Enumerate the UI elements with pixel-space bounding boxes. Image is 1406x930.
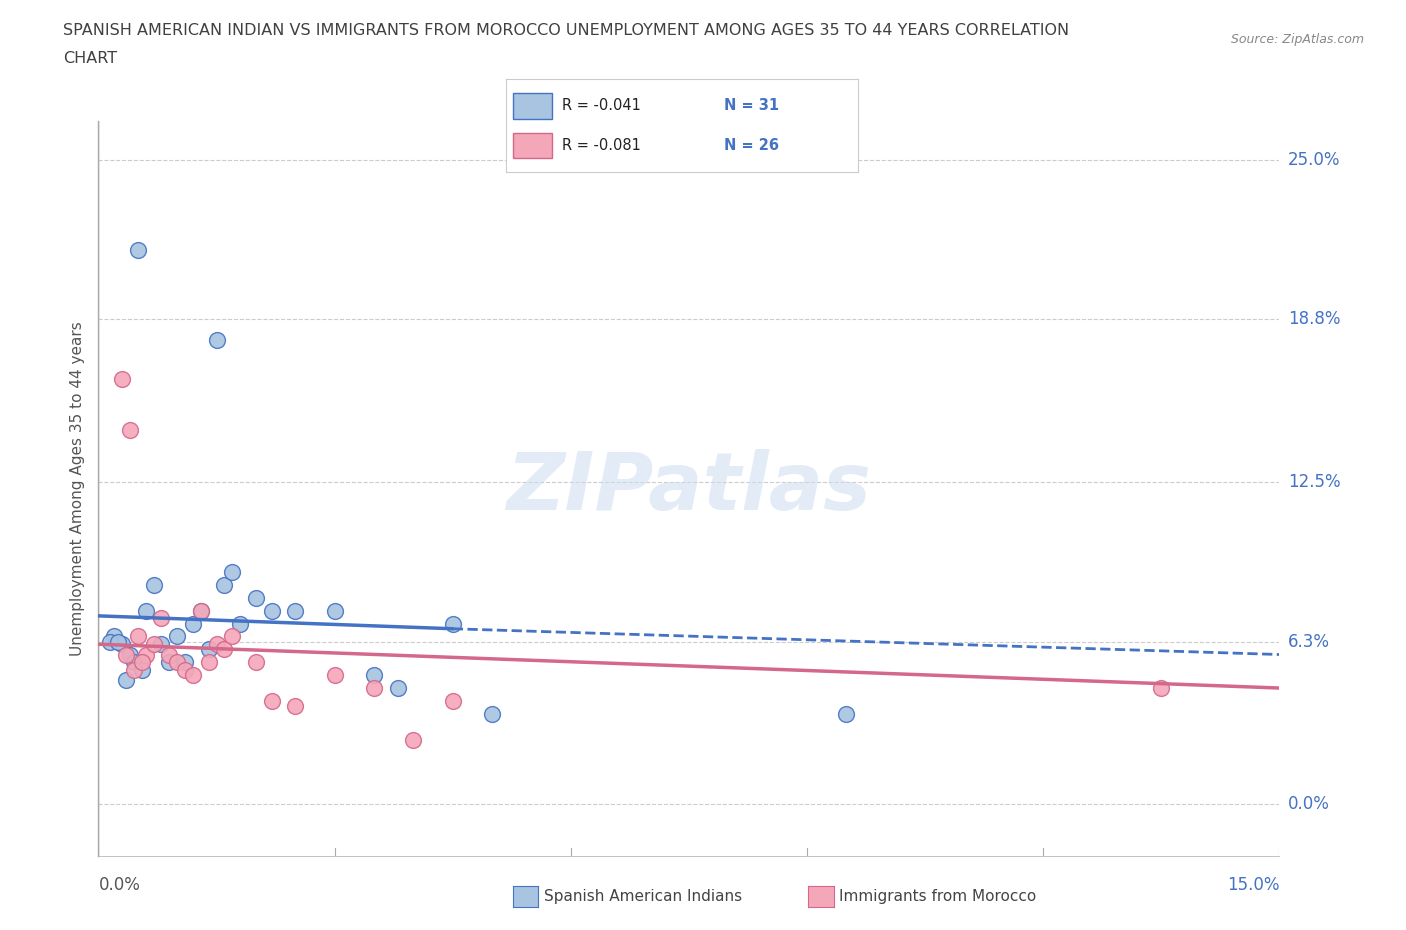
Text: 15.0%: 15.0%	[1227, 876, 1279, 895]
Text: R = -0.081: R = -0.081	[562, 138, 641, 153]
Point	[122, 655, 145, 670]
Point	[284, 698, 307, 713]
Point	[127, 243, 149, 258]
Point	[174, 662, 197, 677]
Bar	[513, 133, 551, 158]
Text: SPANISH AMERICAN INDIAN VS IMMIGRANTS FROM MOROCCO UNEMPLOYMENT AMONG AGES 35 TO: SPANISH AMERICAN INDIAN VS IMMIGRANTS FR…	[63, 23, 1070, 38]
Point	[174, 655, 197, 670]
Point	[115, 673, 138, 688]
Point	[115, 647, 138, 662]
Point	[103, 629, 125, 644]
Point	[150, 611, 173, 626]
Point	[197, 655, 219, 670]
Text: N = 31: N = 31	[724, 99, 779, 113]
Point	[387, 681, 409, 696]
Text: 0.0%: 0.0%	[1288, 795, 1330, 813]
Point	[229, 617, 252, 631]
Point	[142, 637, 165, 652]
Point	[221, 629, 243, 644]
Y-axis label: Unemployment Among Ages 35 to 44 years: Unemployment Among Ages 35 to 44 years	[69, 321, 84, 656]
Point	[127, 629, 149, 644]
Point	[118, 423, 141, 438]
Point	[441, 617, 464, 631]
Point	[245, 591, 267, 605]
Point	[260, 604, 283, 618]
Point	[245, 655, 267, 670]
Point	[111, 371, 134, 386]
Point	[221, 565, 243, 579]
Point	[323, 604, 346, 618]
Text: N = 26: N = 26	[724, 138, 779, 153]
Point	[131, 662, 153, 677]
Point	[131, 655, 153, 670]
Point	[214, 578, 236, 592]
Point	[190, 604, 212, 618]
Point	[323, 668, 346, 683]
Point	[181, 617, 204, 631]
Text: 18.8%: 18.8%	[1288, 311, 1340, 328]
Point	[260, 694, 283, 709]
Point	[205, 333, 228, 348]
Text: CHART: CHART	[63, 51, 117, 66]
Point	[402, 732, 425, 747]
Text: 12.5%: 12.5%	[1288, 472, 1340, 491]
Point	[107, 634, 129, 649]
Point	[122, 662, 145, 677]
Point	[166, 655, 188, 670]
Point	[98, 634, 121, 649]
Point	[284, 604, 307, 618]
Point	[166, 629, 188, 644]
Point	[205, 637, 228, 652]
Point	[197, 642, 219, 657]
Text: Spanish American Indians: Spanish American Indians	[544, 889, 742, 904]
Point	[135, 604, 157, 618]
Point	[363, 668, 385, 683]
Point	[214, 642, 236, 657]
Point	[157, 647, 180, 662]
Point	[111, 637, 134, 652]
Text: 6.3%: 6.3%	[1288, 632, 1330, 651]
Text: 25.0%: 25.0%	[1288, 151, 1340, 168]
Point	[150, 637, 173, 652]
Point	[481, 707, 503, 722]
Point	[835, 707, 858, 722]
Point	[363, 681, 385, 696]
Text: ZIPatlas: ZIPatlas	[506, 449, 872, 527]
Point	[1150, 681, 1173, 696]
Text: 0.0%: 0.0%	[98, 876, 141, 895]
Bar	[513, 93, 551, 119]
Point	[181, 668, 204, 683]
Text: R = -0.041: R = -0.041	[562, 99, 641, 113]
Text: Immigrants from Morocco: Immigrants from Morocco	[839, 889, 1036, 904]
Point	[157, 655, 180, 670]
Point	[135, 647, 157, 662]
Point	[441, 694, 464, 709]
Point	[142, 578, 165, 592]
Text: Source: ZipAtlas.com: Source: ZipAtlas.com	[1230, 33, 1364, 46]
Point	[190, 604, 212, 618]
Point	[118, 647, 141, 662]
